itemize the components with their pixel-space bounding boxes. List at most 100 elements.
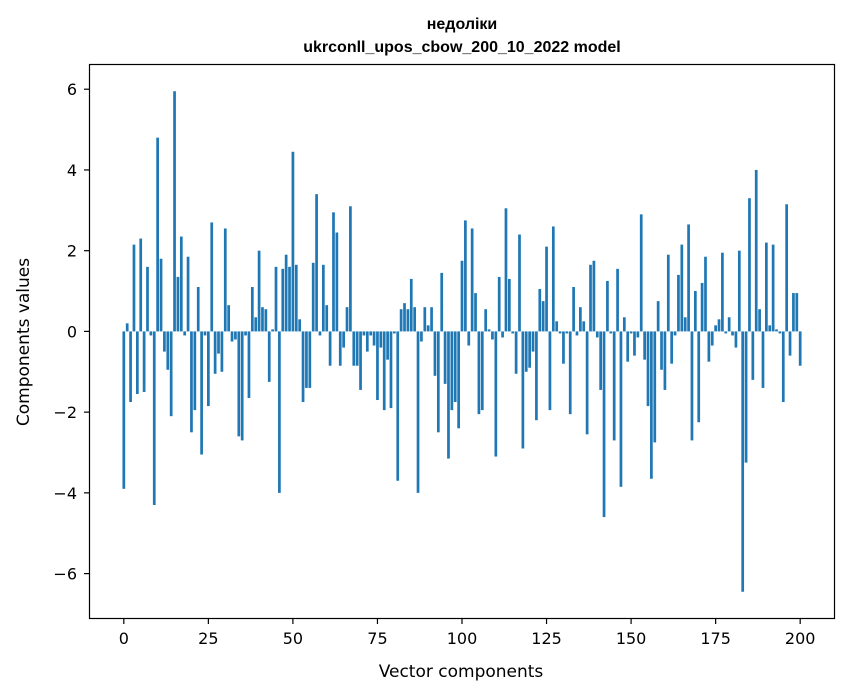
- bar: [731, 331, 734, 336]
- bar: [176, 276, 180, 332]
- bar: [234, 331, 237, 340]
- bar: [497, 276, 501, 332]
- bar: [626, 331, 630, 362]
- bar: [430, 307, 433, 332]
- y-tick-label: 4: [67, 161, 77, 180]
- bar: [724, 331, 728, 334]
- bar: [656, 301, 660, 332]
- bar: [223, 228, 227, 332]
- bar: [487, 329, 491, 332]
- bar: [555, 321, 559, 332]
- bar: [409, 278, 413, 332]
- bar: [169, 331, 173, 417]
- bar: [349, 206, 352, 332]
- bar: [450, 331, 454, 411]
- bar: [518, 234, 521, 332]
- bar: [196, 287, 200, 332]
- bar: [484, 309, 488, 332]
- bar: [173, 91, 176, 332]
- bar: [426, 325, 430, 332]
- bar: [149, 331, 153, 336]
- bar: [521, 331, 525, 449]
- bar: [247, 331, 251, 399]
- bar: [423, 307, 427, 332]
- bar: [376, 331, 379, 401]
- bar: [633, 331, 636, 356]
- bar: [355, 331, 359, 366]
- bar: [795, 293, 799, 332]
- x-axis-ticks: 0 25 50 75 100 125 150 175 200: [119, 618, 815, 648]
- x-axis-label: Vector components: [379, 662, 544, 682]
- bar: [643, 331, 646, 360]
- bar: [264, 309, 268, 332]
- x-tick-label: 0: [119, 629, 129, 648]
- bar: [122, 331, 126, 489]
- bar: [504, 208, 508, 332]
- bar: [660, 331, 663, 370]
- bar: [433, 331, 437, 376]
- bar: [237, 331, 241, 437]
- bar: [474, 293, 477, 332]
- bar: [690, 331, 694, 441]
- bar: [558, 331, 562, 334]
- bar: [291, 151, 295, 332]
- bar: [386, 331, 389, 360]
- bar: [551, 226, 555, 332]
- bar: [399, 309, 403, 332]
- bar: [622, 317, 626, 332]
- bar: [389, 331, 393, 409]
- bar: [200, 331, 203, 455]
- bar: [727, 317, 731, 332]
- bar: [734, 331, 738, 348]
- bar: [666, 254, 670, 332]
- bar: [163, 331, 166, 352]
- bar: [717, 319, 721, 332]
- bar: [186, 256, 190, 332]
- bar: [775, 329, 778, 332]
- bar: [612, 331, 616, 441]
- bar: [406, 309, 410, 332]
- bar: [680, 244, 684, 332]
- bar: [687, 224, 690, 332]
- bar: [748, 198, 751, 332]
- bar: [744, 331, 748, 463]
- bar: [274, 266, 278, 332]
- bar: [781, 331, 785, 403]
- bar: [792, 293, 795, 332]
- bar: [146, 266, 149, 332]
- bar: [646, 331, 650, 407]
- bar: [771, 244, 775, 332]
- bar: [758, 309, 761, 332]
- bar: [788, 331, 792, 356]
- bar: [579, 307, 582, 332]
- bar: [396, 331, 400, 481]
- x-tick-label: 75: [367, 629, 387, 648]
- y-tick-label: 2: [67, 242, 77, 261]
- bar: [352, 331, 356, 366]
- y-tick-label: −6: [53, 565, 77, 584]
- bar: [190, 331, 193, 433]
- bar: [589, 264, 592, 332]
- y-axis-ticks: −6 −4 −2 0 2 4 6: [53, 80, 90, 584]
- bar: [707, 331, 711, 362]
- bar: [325, 305, 329, 332]
- bar: [568, 331, 572, 415]
- bar: [257, 250, 261, 332]
- bar: [230, 331, 234, 342]
- bar: [765, 242, 768, 332]
- bar: [714, 325, 717, 332]
- bar: [278, 331, 281, 493]
- bar: [193, 331, 197, 411]
- bar: [345, 307, 349, 332]
- bar: [653, 331, 657, 443]
- bar: [599, 331, 603, 390]
- bar: [308, 331, 312, 388]
- bar: [284, 254, 288, 332]
- bar: [179, 236, 183, 332]
- bar: [575, 331, 579, 336]
- x-tick-label: 175: [700, 629, 731, 648]
- x-tick-label: 25: [198, 629, 218, 648]
- x-tick-label: 150: [616, 629, 647, 648]
- bar: [207, 331, 210, 407]
- bar: [244, 331, 247, 336]
